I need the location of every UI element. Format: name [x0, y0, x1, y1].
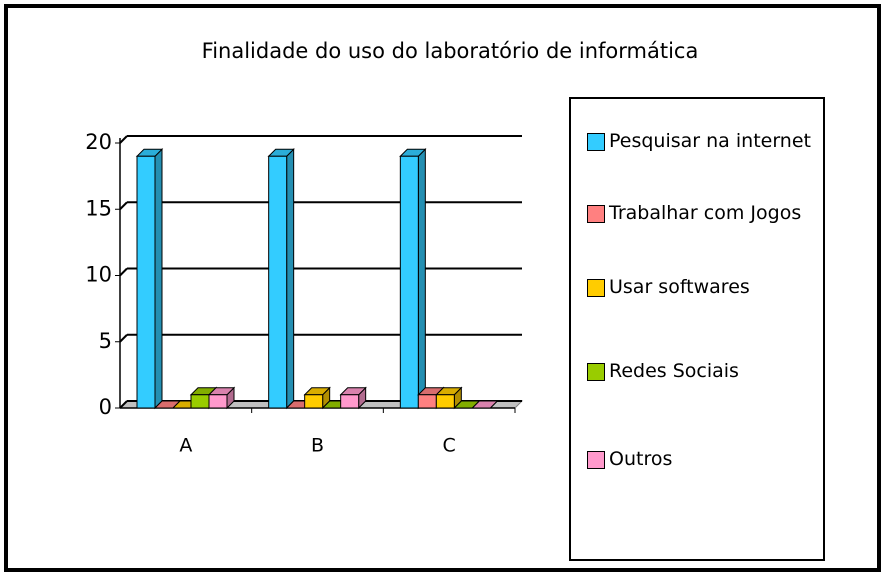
legend-item: Outros — [587, 441, 812, 477]
bar-side — [286, 148, 295, 410]
y-tick-label: 15 — [85, 196, 112, 220]
grid-line-side — [119, 201, 128, 210]
y-tick-label: 0 — [99, 395, 112, 419]
legend-label: Outros — [609, 448, 673, 470]
chart: Finalidade do uso do laboratório de info… — [85, 39, 699, 457]
grid-line-side — [119, 400, 128, 409]
bar — [190, 394, 210, 409]
y-tick-label: 5 — [99, 329, 112, 353]
legend: Pesquisar na internet Trabalhar com Jogos… — [569, 97, 825, 561]
bar-side — [154, 148, 163, 410]
bar — [417, 394, 437, 409]
chart-title: Finalidade do uso do laboratório de info… — [202, 39, 699, 63]
y-tick-label: 20 — [85, 130, 112, 154]
legend-item: Usar softwares — [587, 269, 812, 305]
legend-swatch — [587, 279, 605, 297]
x-tick-label: A — [179, 435, 192, 457]
legend-swatch — [587, 451, 605, 469]
legend-label: Redes Sociais — [609, 360, 739, 382]
legend-swatch — [587, 363, 605, 381]
grid-line-side — [119, 334, 128, 343]
bar-side — [417, 148, 426, 410]
bar — [268, 155, 288, 409]
y-tick-label: 10 — [85, 263, 112, 287]
bar-top — [471, 400, 499, 409]
legend-swatch — [587, 133, 605, 151]
legend-label: Pesquisar na internet — [609, 130, 811, 152]
bar — [340, 394, 360, 409]
grid-line-side — [119, 267, 128, 277]
legend-label: Trabalhar com Jogos — [609, 202, 802, 224]
legend-item: Redes Sociais — [587, 353, 812, 389]
bar — [136, 155, 156, 409]
legend-item: Trabalhar com Jogos — [587, 195, 812, 231]
bar — [435, 394, 455, 409]
legend-item: Pesquisar na internet — [587, 123, 812, 159]
grid-line-side — [119, 135, 128, 144]
page: {"chart_data": {"type": "bar", "title": … — [4, 4, 881, 572]
x-tick-label: C — [443, 435, 456, 457]
x-tick-label: B — [311, 435, 324, 457]
legend-label: Usar softwares — [609, 276, 750, 298]
bar — [208, 394, 228, 409]
bar — [304, 394, 324, 409]
legend-swatch — [587, 205, 605, 223]
bar — [399, 155, 419, 409]
